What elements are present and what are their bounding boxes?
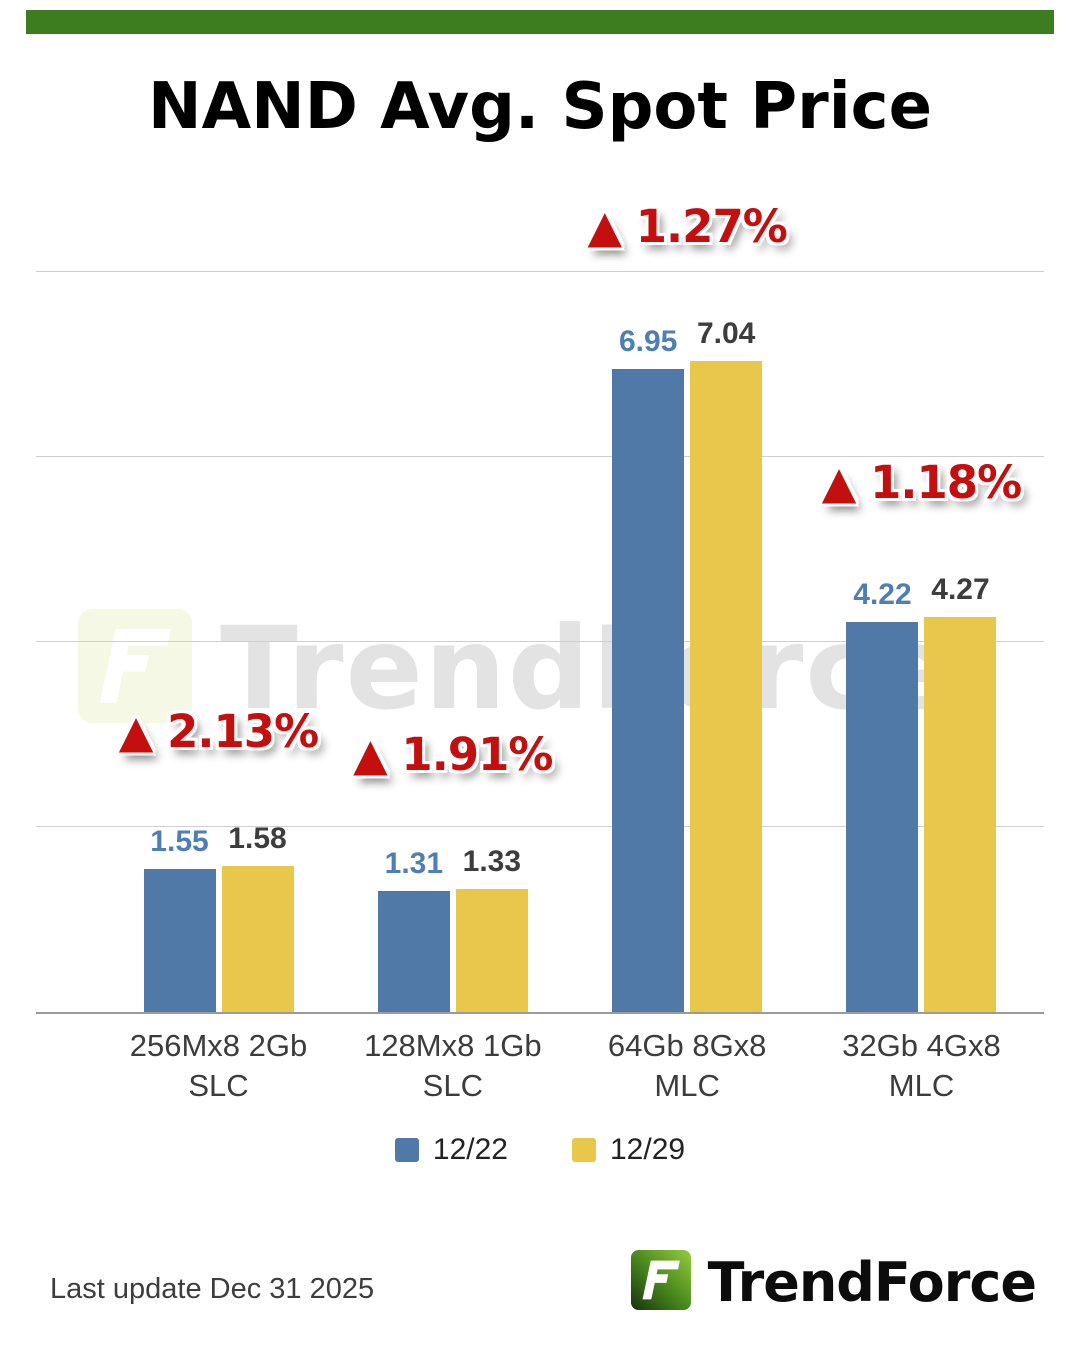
change-label: ▲ 1.18%: [821, 456, 1022, 510]
category-label: 128Mx8 1Gb SLC: [364, 1028, 542, 1104]
bar-12-22: 6.95: [612, 325, 685, 1012]
footer: Last update Dec 31 2025: [50, 1249, 1037, 1316]
trendforce-logo: TrendForce: [630, 1249, 1037, 1316]
chart-title: NAND Avg. Spot Price: [148, 70, 932, 144]
bar-groups: 1.55 1.58 ▲ 2.13% 1.31 1.33 ▲ 1.91% 6.95 7.04 ▲ …: [36, 200, 1044, 1012]
legend-item-12-22: 12/22: [394, 1132, 508, 1167]
bar-12-29: 1.33: [455, 845, 528, 1012]
bar-group: 1.31 1.33 ▲ 1.91%: [340, 272, 565, 1012]
category-label: 256Mx8 2Gb SLC: [129, 1028, 308, 1104]
bar-12-29: 1.58: [221, 822, 294, 1012]
category-label: 64Gb 8Gx8 MLC: [607, 1028, 767, 1104]
gridline-2: [36, 826, 1044, 827]
bar-value-label: 7.04: [696, 316, 756, 350]
legend-item-12-29: 12/29: [572, 1133, 685, 1167]
change-label: ▲ 1.91%: [353, 727, 553, 781]
bar-value-label: 1.33: [462, 844, 522, 878]
legend-swatch: [394, 1137, 419, 1162]
change-label: ▲ 2.13%: [118, 704, 319, 758]
legend-label: 12/22: [432, 1132, 508, 1166]
change-label: ▲ 1.27%: [587, 199, 787, 253]
top-accent-bar: [26, 10, 1054, 34]
bar-group: 1.55 1.58 ▲ 2.13%: [106, 272, 331, 1012]
bar-12-22: 1.31: [377, 847, 450, 1012]
bar-value-label: 4.22: [853, 577, 912, 611]
trendforce-logo-text: TrendForce: [707, 1251, 1037, 1314]
bar-group: 4.22 4.27 ▲ 1.18%: [809, 272, 1034, 1012]
gridline-4: [36, 641, 1044, 642]
bar-value-label: 4.27: [931, 573, 990, 607]
bar-group: 6.95 7.04 ▲ 1.27%: [575, 200, 800, 1012]
legend-swatch: [572, 1137, 596, 1162]
bar-12-29: 7.04: [690, 317, 763, 1012]
bar-value-label: 1.31: [384, 846, 444, 880]
chart: TrendForce 1.55 1.58 ▲ 2.13% 1.31 1.33 ▲ 1.91…: [36, 200, 1044, 1107]
gridline-8: [36, 271, 1044, 272]
category-labels: 256Mx8 2Gb SLC 128Mx8 1Gb SLC 64Gb 8Gx8 MLC 3…: [36, 1014, 1044, 1107]
bar-12-22: 4.22: [846, 578, 919, 1012]
bar-value-label: 1.55: [150, 824, 209, 858]
legend: 12/22 12/29: [0, 1133, 1080, 1167]
legend-label: 12/29: [610, 1132, 686, 1166]
plot-area: 1.55 1.58 ▲ 2.13% 1.31 1.33 ▲ 1.91% 6.95 7.04 ▲ …: [36, 200, 1044, 1014]
bar-12-29: 4.27: [924, 573, 997, 1012]
trendforce-logo-icon: [630, 1249, 692, 1316]
gridline-6: [36, 456, 1044, 457]
bar-value-label: 1.58: [228, 821, 287, 855]
bar-value-label: 6.95: [618, 325, 678, 359]
last-update-text: Last update Dec 31 2025: [50, 1273, 375, 1305]
category-label: 32Gb 4Gx8 MLC: [842, 1028, 1001, 1104]
bar-12-22: 1.55: [143, 825, 216, 1012]
